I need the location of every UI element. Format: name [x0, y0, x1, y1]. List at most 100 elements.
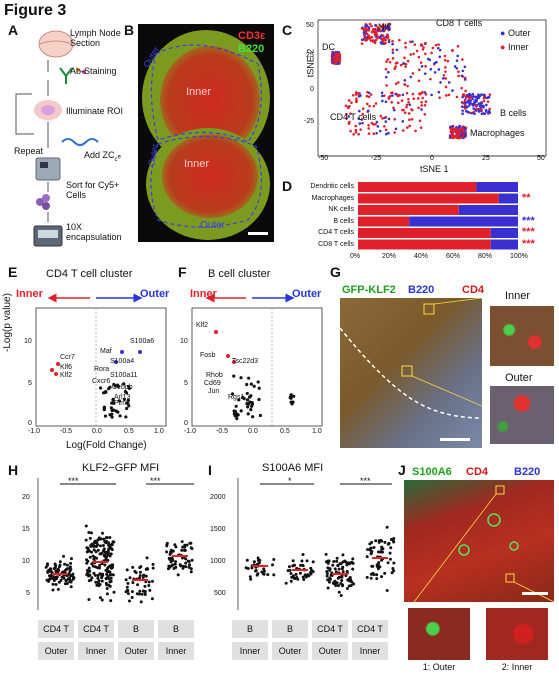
- group-cell-label: B: [158, 620, 194, 638]
- tsne-point: [374, 30, 378, 34]
- tsne-point: [368, 36, 372, 40]
- dot-point: [302, 577, 306, 581]
- tsne-xtick-2: 0: [430, 155, 434, 162]
- volcano-point: [233, 409, 238, 414]
- tsne-point: [419, 126, 423, 129]
- tsne-point: [336, 61, 340, 65]
- tsne-point: [408, 118, 411, 122]
- dot-point: [341, 570, 345, 574]
- tsne-point: [371, 28, 375, 31]
- tsne-point: [413, 43, 417, 46]
- gene-label: Cebpb: [112, 384, 133, 391]
- volcano-highlight: [114, 360, 118, 364]
- tsne-point: [420, 100, 423, 104]
- tsne-point: [445, 94, 448, 97]
- tsne-point: [394, 127, 398, 131]
- dot-point: [169, 550, 173, 554]
- tsne-point: [451, 49, 454, 53]
- tsne-point: [334, 62, 338, 65]
- dot-point: [69, 561, 73, 565]
- tsne-point: [420, 108, 423, 111]
- volcano-point: [289, 396, 293, 400]
- dot-point: [386, 561, 390, 565]
- tsne-point: [393, 131, 396, 134]
- h-ytick-2: 15: [22, 526, 30, 533]
- tsne-point: [347, 122, 351, 125]
- tsne-point: [396, 61, 399, 64]
- dot-point: [272, 558, 276, 562]
- tsne-point: [431, 46, 435, 50]
- tsne-point: [486, 112, 490, 115]
- dot-point: [69, 574, 73, 578]
- tsne-point: [387, 97, 391, 100]
- volcano-e-plot: [35, 293, 167, 427]
- tsne-point: [387, 131, 390, 135]
- tsne-point: [469, 102, 472, 105]
- bar-outer: [490, 239, 518, 250]
- gene-label: S100a11: [110, 372, 138, 379]
- dot-point: [176, 573, 180, 577]
- dot-point: [138, 570, 142, 574]
- gene-label: Rhob: [206, 372, 223, 379]
- bar-sig: ***: [522, 237, 535, 250]
- dot-point: [145, 556, 149, 560]
- dot-point: [173, 562, 177, 566]
- tsne-point: [349, 112, 352, 115]
- volcano-highlight: [54, 372, 58, 376]
- tsne-point: [471, 92, 475, 96]
- volcano-highlight: [50, 368, 54, 372]
- dot-point: [248, 575, 252, 579]
- tsne-point: [338, 59, 341, 63]
- volcano-point: [127, 404, 131, 408]
- dot-point: [289, 579, 293, 583]
- tsne-point: [332, 56, 336, 59]
- e-xtick-1: -0.5: [60, 428, 73, 435]
- volcano-point: [122, 382, 126, 386]
- gene-label: Cxcr6: [92, 378, 111, 385]
- tsne-point: [444, 70, 447, 73]
- dot-point: [139, 600, 143, 604]
- tsne-point: [473, 112, 476, 116]
- e-ytick-1: 5: [28, 380, 32, 387]
- dot-point: [256, 556, 260, 560]
- tsne-point: [358, 122, 362, 125]
- tsne-point: [374, 24, 377, 27]
- dot-point: [306, 573, 310, 577]
- tsne-point: [444, 66, 447, 69]
- tsne-point: [360, 42, 364, 45]
- volcano-point: [125, 406, 129, 411]
- dot-point: [180, 548, 184, 552]
- cluster-nk: NK: [378, 22, 391, 32]
- tsne-point: [456, 135, 460, 139]
- dot-point: [87, 579, 91, 583]
- dot-point: [250, 566, 254, 570]
- tsne-point: [386, 35, 390, 39]
- bar-outer: [476, 182, 518, 192]
- tsne-point: [395, 48, 399, 52]
- g-outer-zoom: [490, 386, 554, 444]
- dot-point: [101, 572, 105, 576]
- panel-label-d: D: [282, 178, 293, 194]
- f-xtick-4: 1.0: [312, 428, 322, 435]
- group-location-label: Inner: [232, 642, 268, 660]
- tsne-point: [435, 60, 438, 64]
- tsne-point: [421, 48, 425, 51]
- dot-point: [101, 531, 105, 535]
- tsne-point: [442, 73, 446, 77]
- dot-point: [171, 563, 175, 567]
- gene-label: Ccr7: [60, 354, 75, 361]
- tsne-point: [429, 77, 432, 81]
- volcano-point: [230, 392, 235, 396]
- bar-xtick: 60%: [446, 253, 461, 260]
- dot-point: [63, 562, 67, 566]
- volcano-point: [239, 376, 243, 380]
- tsne-point: [384, 115, 388, 119]
- tsne-point: [369, 93, 373, 96]
- tsne-point: [423, 113, 427, 116]
- volcano-point: [241, 395, 245, 399]
- tsne-point: [391, 94, 394, 97]
- dot-point: [96, 538, 100, 542]
- dot-point: [45, 578, 49, 582]
- dot-point: [88, 569, 92, 573]
- gene-label: Klf6: [60, 364, 73, 371]
